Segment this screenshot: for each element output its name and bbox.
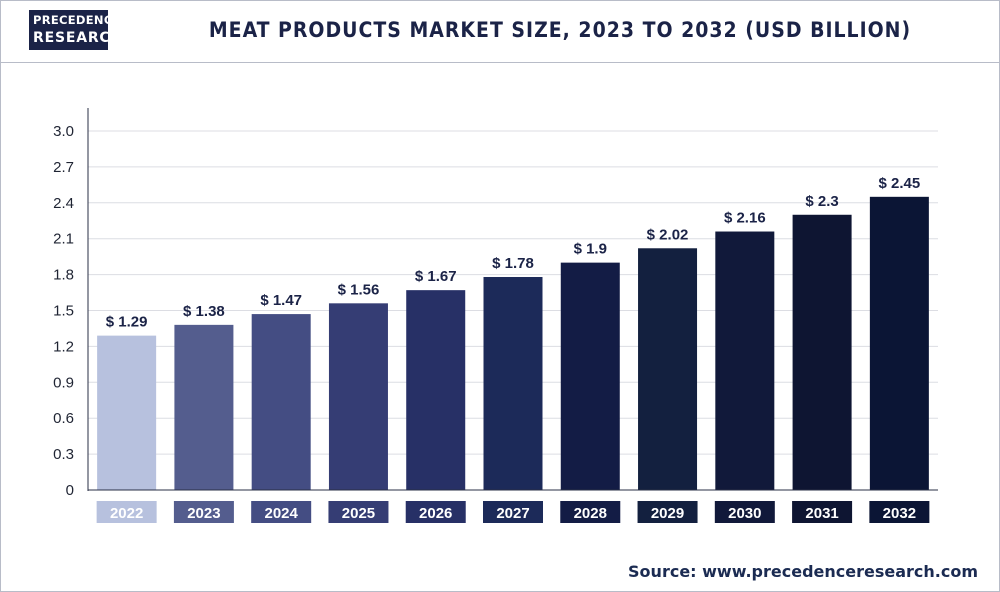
bar-2022 [97, 335, 157, 490]
source-credit: Source: www.precedenceresearch.com [628, 562, 978, 581]
x-axis: 2022 2023 2024 2025 2026 2027 2028 2029 2030 2031… [88, 489, 938, 523]
header-bar: PRECEDENCE RESEARCH MEAT PRODUCTS MARKET… [0, 0, 1000, 63]
data-label: $ 1.78 [492, 255, 534, 272]
x-label-box [560, 501, 621, 523]
x-tick-label: 2031 [805, 505, 838, 522]
data-label: $ 1.29 [106, 314, 148, 331]
x-tick-label: 2029 [651, 505, 684, 522]
x-label-box [328, 501, 389, 523]
logo-line-2: RESEARCH [33, 30, 123, 46]
y-tick-label: 2.4 [53, 195, 74, 212]
chart-title: MEAT PRODUCTS MARKET SIZE, 2023 TO 2032 … [208, 18, 912, 42]
x-label-box [405, 501, 466, 523]
y-tick-label: 0.6 [53, 410, 74, 427]
bar-2023 [174, 324, 234, 490]
bar-2028 [560, 262, 620, 490]
y-tick-label: 1.5 [53, 303, 74, 320]
data-label: $ 1.9 [574, 241, 607, 258]
y-tick-label: 2.1 [53, 231, 74, 248]
data-label: $ 2.16 [724, 210, 766, 227]
bar-2031 [792, 214, 852, 490]
bar-2032 [869, 196, 929, 491]
x-label-box [251, 501, 312, 523]
x-label-box [96, 501, 157, 523]
y-tick-label: 0.3 [53, 446, 74, 463]
data-label: $ 2.3 [805, 193, 838, 210]
data-label: $ 1.56 [338, 281, 380, 298]
bar-2027 [483, 276, 543, 490]
data-label: $ 1.38 [183, 303, 225, 320]
x-tick-label: 2022 [110, 505, 143, 522]
data-label: $ 1.67 [415, 268, 457, 285]
x-label-box [637, 501, 698, 523]
x-label-box [173, 501, 234, 523]
y-tick-label: 0 [66, 482, 74, 499]
x-tick-label: 2032 [883, 505, 916, 522]
bar-2025 [328, 303, 388, 490]
y-axis: 0 0.3 0.6 0.9 1.2 1.5 1.8 2.1 2.4 2.7 3.0 [53, 108, 89, 499]
x-tick-label: 2023 [187, 505, 220, 522]
x-tick-label: 2027 [496, 505, 529, 522]
bar-2029 [638, 248, 698, 490]
y-tick-label: 2.7 [53, 159, 74, 176]
data-labels: $ 1.29 $ 1.38 $ 1.47 $ 1.56 $ 1.67 $ 1.78 $ 1.… [106, 175, 920, 331]
x-tick-label: 2030 [728, 505, 761, 522]
y-tick-label: 1.2 [53, 338, 74, 355]
bar-2030 [715, 231, 775, 490]
x-tick-label: 2028 [574, 505, 607, 522]
bar-2026 [406, 290, 466, 490]
x-tick-label: 2025 [342, 505, 375, 522]
x-tick-label: 2024 [264, 505, 298, 522]
x-tick-label: 2026 [419, 505, 452, 522]
data-label: $ 2.45 [879, 175, 921, 192]
logo-line-1: PRECEDENCE [33, 13, 121, 27]
x-label-box [714, 501, 775, 523]
y-tick-label: 1.8 [53, 267, 74, 284]
x-label-box [869, 501, 930, 523]
y-tick-label: 0.9 [53, 374, 74, 391]
data-label: $ 1.47 [260, 292, 302, 309]
bars [97, 196, 929, 491]
x-label-box [483, 501, 543, 523]
x-label-box [792, 501, 853, 523]
data-label: $ 2.02 [647, 226, 689, 243]
brand-logo: PRECEDENCE RESEARCH [29, 10, 122, 50]
bar-2024 [251, 314, 311, 490]
y-tick-label: 3.0 [53, 123, 74, 140]
